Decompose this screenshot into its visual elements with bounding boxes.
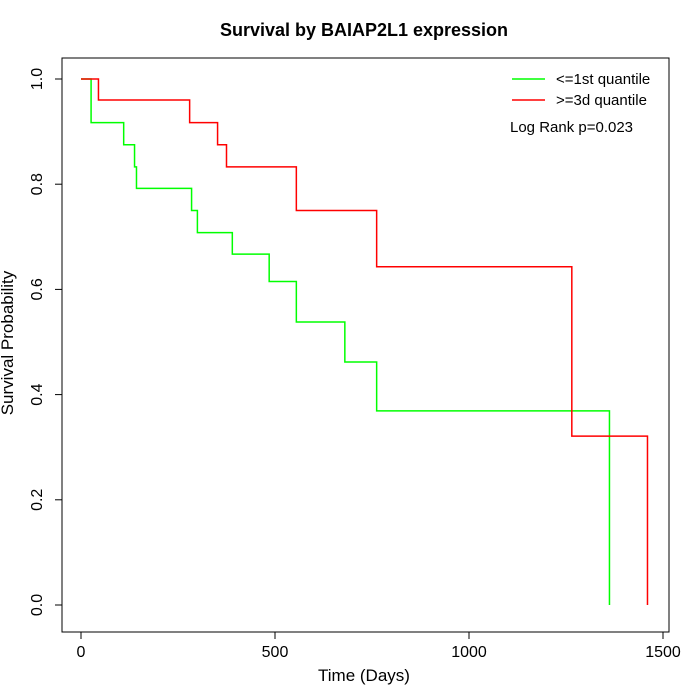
y-tick-label: 0.4	[29, 383, 46, 405]
x-tick-label: 1500	[645, 644, 681, 661]
plot-frame	[61, 57, 670, 633]
y-axis: 0.0 0.2 0.4 0.6 0.8 1.0	[29, 68, 63, 616]
series-line-1	[81, 78, 649, 605]
y-tick-label: 0.0	[29, 594, 46, 616]
series-line-0	[81, 78, 611, 605]
x-axis: 0 500 1000 1500	[77, 631, 681, 661]
x-tick-label: 500	[262, 644, 289, 661]
legend-label-0: <=1st quantile	[556, 71, 650, 88]
y-tick-label: 1.0	[29, 68, 46, 90]
legend-label-1: >=3d quantile	[556, 92, 647, 109]
chart-title: Survival by BAIAP2L1 expression	[220, 20, 508, 40]
legend: <=1st quantile >=3d quantile	[512, 71, 650, 109]
x-tick-label: 0	[77, 644, 86, 661]
x-tick-label: 1000	[451, 644, 487, 661]
x-axis-label: Time (Days)	[318, 666, 410, 685]
y-tick-label: 0.2	[29, 489, 46, 511]
log-rank-annotation: Log Rank p=0.023	[510, 119, 633, 136]
y-tick-label: 0.6	[29, 278, 46, 300]
y-axis-label: Survival Probability	[0, 270, 17, 415]
series-layer	[81, 78, 649, 605]
y-tick-label: 0.8	[29, 173, 46, 195]
